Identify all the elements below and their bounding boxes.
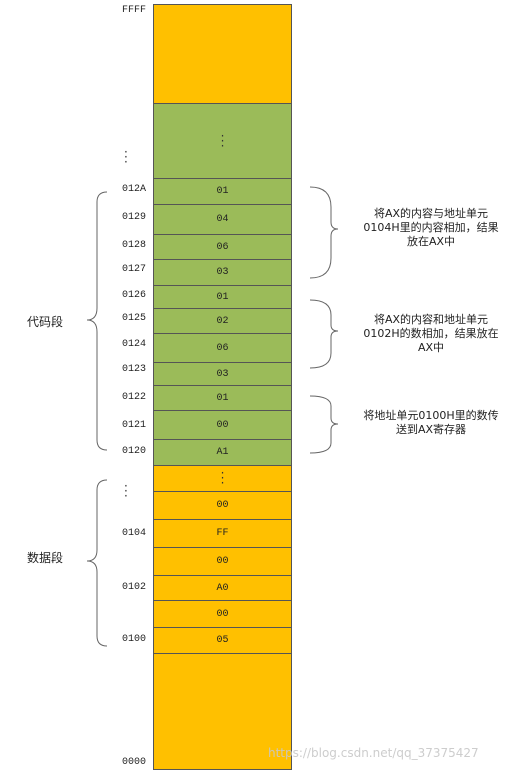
data-segment-label: 数据段 <box>27 551 64 565</box>
address-label: 0129 <box>121 212 146 223</box>
address-ffff: FFFF <box>121 5 146 16</box>
address-label: 012A <box>121 184 146 195</box>
data-ellipsis-cell: · · · <box>153 465 292 492</box>
note-mov-0100: 将地址单元0100H里的数传 送到AX寄存器 <box>363 409 499 436</box>
code-cell: 01 <box>153 178 292 205</box>
address-label: 0126 <box>121 290 146 301</box>
note-brace <box>309 395 339 454</box>
cell-ellipsis-icon: · · · <box>220 466 225 490</box>
address-label: 0120 <box>121 446 146 457</box>
code-cell: 02 <box>153 308 292 334</box>
code-ellipsis-cell: · · · <box>153 103 292 179</box>
address-label: 0122 <box>121 392 146 403</box>
note-add-0102: 将AX的内容和地址单元 0102H的数相加，结果放在 AX中 <box>363 313 499 354</box>
address-label: 0128 <box>121 240 146 251</box>
address-0000: 0000 <box>121 757 146 768</box>
address-label: 0121 <box>121 420 146 431</box>
code-segment-label: 代码段 <box>27 315 64 329</box>
note-brace <box>309 299 339 369</box>
data-cell: A0 <box>153 575 292 601</box>
note-add-0104: 将AX的内容与地址单元 0104H里的内容相加，结果 放在AX中 <box>363 207 499 248</box>
code-segment-brace <box>86 191 108 451</box>
address-ellipsis-icon: · · · <box>124 145 128 169</box>
address-label: 0104 <box>121 528 146 539</box>
address-label: 0102 <box>121 582 146 593</box>
address-label: 0127 <box>121 264 146 275</box>
data-cell: 00 <box>153 547 292 576</box>
address-label: 0123 <box>121 364 146 375</box>
code-cell: 04 <box>153 204 292 235</box>
code-cell: A1 <box>153 439 292 466</box>
data-cell: 00 <box>153 491 292 520</box>
address-ellipsis-icon: · · · <box>124 479 128 503</box>
watermark-text: https://blog.csdn.net/qq_37375427 <box>268 746 479 760</box>
address-label: 0125 <box>121 313 146 324</box>
note-brace <box>309 186 339 279</box>
address-label: 0100 <box>121 634 146 645</box>
address-label: 0124 <box>121 339 146 350</box>
data-cell: 05 <box>153 627 292 654</box>
memory-free-top <box>153 4 292 104</box>
memory-free-bottom <box>153 653 292 770</box>
data-segment-brace <box>86 479 108 647</box>
cell-ellipsis-icon: · · · <box>220 128 225 153</box>
